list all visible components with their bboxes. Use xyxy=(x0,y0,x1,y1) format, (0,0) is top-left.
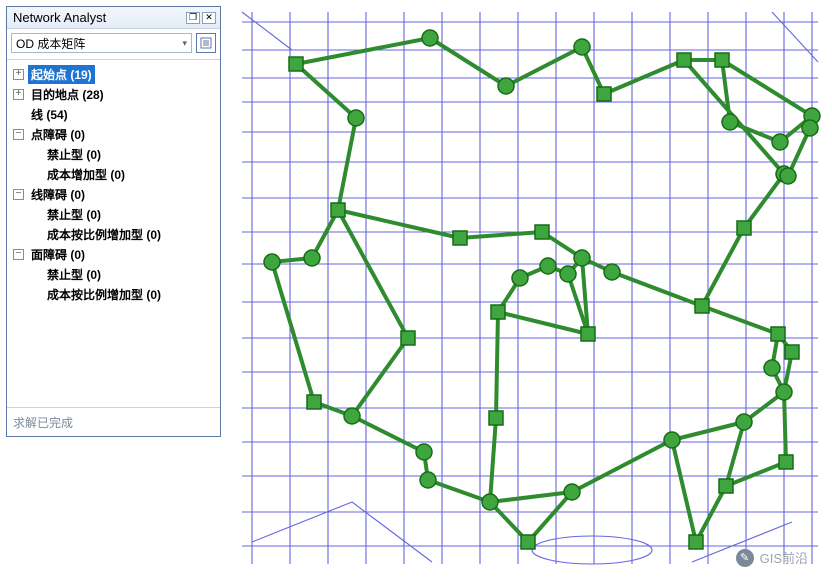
tree-item[interactable]: + 起始点 (19) xyxy=(11,64,220,84)
tree-item-label: 禁止型 (0) xyxy=(44,205,104,224)
tree-item[interactable]: 禁止型 (0) xyxy=(11,264,220,284)
tree-item-label: 禁止型 (0) xyxy=(44,145,104,164)
select-value: OD 成本矩阵 xyxy=(16,35,85,52)
expander-spacer xyxy=(29,209,40,220)
analysis-layer-select[interactable]: OD 成本矩阵 ▾ xyxy=(11,33,192,53)
tree-item-label: 线障碍 (0) xyxy=(28,185,88,204)
tree-item[interactable]: 线 (54) xyxy=(11,104,220,124)
tree-item[interactable]: 成本增加型 (0) xyxy=(11,164,220,184)
collapse-icon[interactable]: − xyxy=(13,129,24,140)
close-icon[interactable]: ✕ xyxy=(202,12,216,24)
tree-item-label: 起始点 (19) xyxy=(28,65,95,84)
network-analyst-panel: Network Analyst ❐ ✕ OD 成本矩阵 ▾ +起始点 (19)+… xyxy=(6,6,221,437)
panel-toolbar: OD 成本矩阵 ▾ xyxy=(7,29,220,60)
properties-button[interactable] xyxy=(196,33,216,53)
collapse-icon[interactable]: − xyxy=(13,249,24,260)
tree-item[interactable]: 成本按比例增加型 (0) xyxy=(11,284,220,304)
properties-icon xyxy=(200,37,212,49)
tree-item[interactable]: −线障碍 (0) xyxy=(11,184,220,204)
watermark-text: GIS前沿 xyxy=(760,548,808,567)
map-view[interactable] xyxy=(232,2,828,574)
expander-spacer xyxy=(29,149,40,160)
panel-titlebar: Network Analyst ❐ ✕ xyxy=(7,7,220,29)
expander-spacer xyxy=(29,289,40,300)
tree-item[interactable]: 禁止型 (0) xyxy=(11,204,220,224)
analysis-tree: +起始点 (19)+目的地点 (28)线 (54)−点障碍 (0)禁止型 (0)… xyxy=(7,60,220,408)
tree-item-label: 目的地点 (28) xyxy=(28,85,107,104)
expander-spacer xyxy=(29,229,40,240)
expander-spacer xyxy=(29,169,40,180)
tree-item-label: 禁止型 (0) xyxy=(44,265,104,284)
expander-spacer xyxy=(13,109,24,120)
tree-item-label: 线 (54) xyxy=(28,105,71,124)
tree-item-label: 成本按比例增加型 (0) xyxy=(44,225,164,244)
tree-item[interactable]: + 目的地点 (28) xyxy=(11,84,220,104)
tree-item[interactable]: 禁止型 (0) xyxy=(11,144,220,164)
status-bar: 求解已完成 xyxy=(7,408,220,436)
window-maximize-icon[interactable]: ❐ xyxy=(186,12,200,24)
tree-item[interactable]: −点障碍 (0) xyxy=(11,124,220,144)
tree-item[interactable]: −面障碍 (0) xyxy=(11,244,220,264)
collapse-icon[interactable]: − xyxy=(13,189,24,200)
chevron-down-icon: ▾ xyxy=(182,38,187,49)
watermark: ✎ GIS前沿 xyxy=(736,548,808,567)
expander-spacer xyxy=(29,269,40,280)
tree-item-label: 成本增加型 (0) xyxy=(44,165,128,184)
panel-title-text: Network Analyst xyxy=(13,10,106,25)
status-text: 求解已完成 xyxy=(13,416,73,430)
tree-item-label: 成本按比例增加型 (0) xyxy=(44,285,164,304)
watermark-icon: ✎ xyxy=(736,549,754,567)
expand-icon[interactable]: + xyxy=(13,89,24,100)
tree-item-label: 面障碍 (0) xyxy=(28,245,88,264)
tree-item[interactable]: 成本按比例增加型 (0) xyxy=(11,224,220,244)
tree-item-label: 点障碍 (0) xyxy=(28,125,88,144)
expand-icon[interactable]: + xyxy=(13,69,24,80)
